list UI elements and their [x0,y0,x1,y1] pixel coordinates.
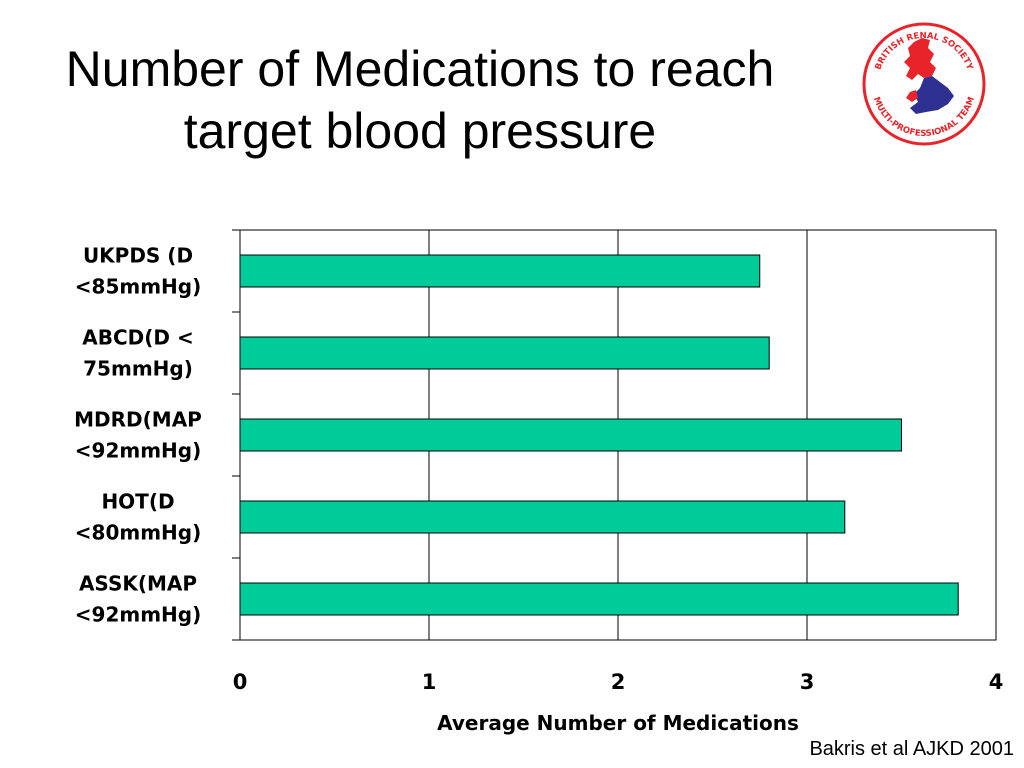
bar [239,254,761,288]
x-tick-label: 3 [800,670,815,694]
logo-map-wales [906,90,918,102]
citation: Bakris et al AJKD 2001 [809,738,1014,760]
x-tick-label: 1 [422,670,437,694]
category-label: ASSK(MAP <92mmHg) [75,572,201,627]
x-tick-label: 0 [233,670,248,694]
category-label: ABCD(D <75mmHg) [82,326,193,381]
plot-frame [239,229,997,641]
category-label: UKPDS (D <85mmHg) [75,244,201,299]
logo-ring [862,22,986,146]
x-axis-title: Average Number of Medications [437,711,799,735]
british-renal-society-logo: BRITISH RENAL SOCIETY MULTI-PROFESSIONAL… [862,22,986,146]
category-label: MDRD(MAP <92mmHg) [74,408,202,463]
bar [239,418,902,452]
slide-title: Number of Medications to reach target bl… [0,38,840,162]
logo-map-south [910,76,954,114]
slide-title-line-2: target blood pressure [183,103,657,159]
bar [239,500,846,534]
slide-title-line-1: Number of Medications to reach [65,41,775,97]
bar [239,582,959,616]
x-tick-label: 4 [989,670,1004,694]
bar [239,336,770,370]
logo-map-north [904,38,936,80]
category-label: HOT(D <80mmHg) [75,490,201,545]
x-tick-label: 2 [611,670,626,694]
